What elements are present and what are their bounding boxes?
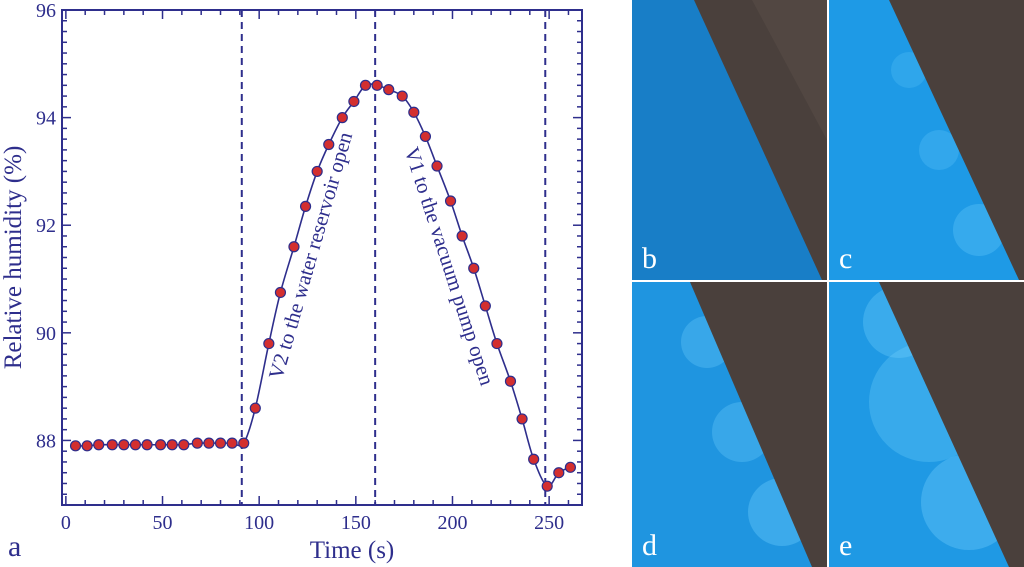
data-point <box>553 467 565 479</box>
data-point <box>93 439 105 451</box>
y-tick-label: 94 <box>36 108 56 130</box>
annotation-2: V1 to the vacuum pump open <box>400 144 500 389</box>
annotation-1: V2 to the water reservoir open <box>264 129 358 382</box>
data-point <box>444 195 457 207</box>
data-point <box>288 241 300 253</box>
panel-label-e: e <box>839 529 853 562</box>
data-point <box>348 95 360 108</box>
data-point <box>263 337 275 350</box>
data-point <box>249 402 261 414</box>
data-point <box>479 300 491 312</box>
x-tick-label: 0 <box>61 512 71 534</box>
series-line-0 <box>75 83 571 488</box>
x-tick-label: 50 <box>153 512 173 534</box>
data-point <box>431 160 443 172</box>
data-point <box>336 112 348 124</box>
panel-label-d: d <box>642 529 657 562</box>
x-tick-label: 250 <box>534 512 564 534</box>
data-point <box>274 286 287 299</box>
photo-panel-e: e <box>829 282 1024 567</box>
data-point <box>311 165 323 178</box>
photo-panel-b: b <box>632 0 827 280</box>
photo-e-image <box>829 282 1024 567</box>
data-point <box>203 437 215 449</box>
photo-panel-c: c <box>829 0 1024 280</box>
data-point <box>118 439 130 451</box>
data-point <box>69 440 82 452</box>
x-tick-label: 150 <box>341 512 371 534</box>
panel-label-a: a <box>8 530 22 563</box>
data-point <box>191 437 203 449</box>
photo-panel-d: d <box>632 282 827 567</box>
data-point <box>359 79 372 91</box>
y-axis-label: Relative humidity (%) <box>0 146 27 370</box>
data-point <box>516 413 528 425</box>
humidity-chart: 0 50 100 150 200 250 88 90 92 94 96 Time (s) Relativ… <box>0 0 583 564</box>
x-tick-label: 200 <box>437 512 467 534</box>
data-point <box>226 437 238 449</box>
panel-label-b: b <box>642 242 657 275</box>
data-point <box>491 337 503 350</box>
data-point <box>468 262 480 274</box>
data-point <box>214 437 227 449</box>
data-point <box>81 440 93 452</box>
data-point <box>371 79 383 91</box>
data-point <box>299 200 312 212</box>
data-point <box>396 90 408 102</box>
data-point <box>238 437 250 449</box>
data-point <box>178 439 190 451</box>
data-point <box>106 439 118 451</box>
data-point <box>166 439 178 451</box>
y-tick-label: 92 <box>36 215 56 237</box>
y-tick-label: 88 <box>36 430 56 452</box>
data-point <box>141 439 153 451</box>
photo-d-image <box>632 282 827 567</box>
x-tick-label: 100 <box>244 512 274 534</box>
data-point <box>383 84 395 96</box>
data-point <box>129 439 142 451</box>
data-point <box>528 453 540 465</box>
data-point <box>456 230 468 242</box>
data-point <box>154 439 167 451</box>
panel-label-c: c <box>839 242 853 275</box>
data-point <box>419 130 432 143</box>
data-point <box>541 480 553 492</box>
x-axis-label: Time (s) <box>310 537 395 564</box>
data-point <box>323 138 335 151</box>
data-point <box>564 461 577 473</box>
data-point <box>408 106 420 118</box>
photo-b-image <box>632 0 827 280</box>
y-tick-label: 90 <box>36 323 56 345</box>
y-tick-label: 96 <box>36 0 56 22</box>
data-point <box>504 375 517 387</box>
photo-c-image <box>829 0 1024 280</box>
